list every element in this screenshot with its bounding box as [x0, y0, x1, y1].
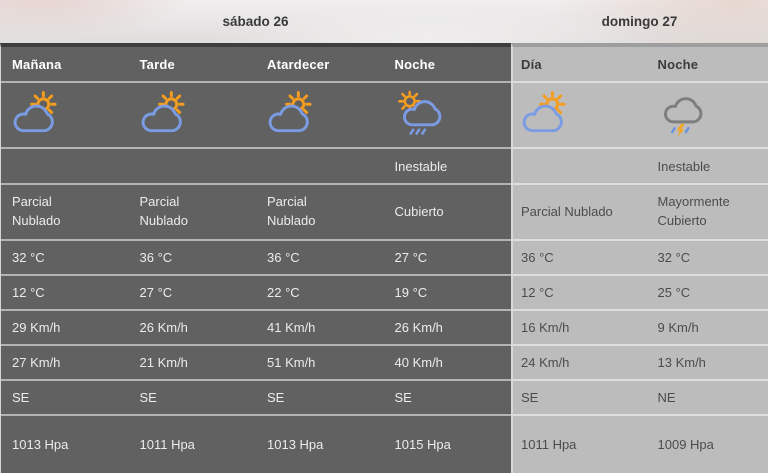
wind-value: 9 Km/h: [657, 320, 699, 335]
sun-behind-cloud-icon: [140, 90, 187, 140]
condition-value: [513, 149, 641, 183]
condition-row: Inestable: [1, 147, 511, 183]
condition-value: [129, 149, 257, 183]
sunday-forecast-table: Día Noche Inestable: [511, 43, 768, 473]
sun-behind-cloud-icon: [12, 90, 59, 140]
condition-value: [256, 149, 384, 183]
wind-direction-value: SE: [267, 390, 285, 405]
forecast-tables: Mañana Tarde Atardecer Noche: [0, 43, 768, 473]
period-header-row: Día Noche: [513, 47, 768, 81]
pressure-value: 1013 Hpa: [12, 437, 69, 452]
wind-value: 13 Km/h: [657, 355, 706, 370]
period-label: Noche: [394, 56, 436, 72]
condition-value: Inestable: [657, 158, 711, 174]
wind-value: 40 Km/h: [394, 355, 443, 370]
period-label: Atardecer: [267, 56, 330, 72]
wind-direction-value: NE: [657, 390, 676, 405]
wind-value: 21 Km/h: [139, 355, 188, 370]
pressure-value: 1013 Hpa: [267, 437, 324, 452]
temp-max-row: 32 °C 36 °C 36 °C 27 °C: [1, 239, 511, 274]
wind-row-1: 16 Km/h 9 Km/h: [513, 309, 768, 344]
sun-behind-cloud-icon: [521, 90, 568, 140]
temp-max-value: 32 °C: [12, 250, 45, 265]
temp-max-row: 36 °C 32 °C: [513, 239, 768, 274]
temp-min-value: 12 °C: [521, 285, 554, 300]
weather-icon-row: [1, 81, 511, 147]
day-tab-sunday[interactable]: domingo 27: [511, 0, 768, 43]
pressure-value: 1011 Hpa: [139, 437, 195, 452]
temp-max-value: 32 °C: [657, 250, 691, 265]
wind-direction-row: SE NE: [513, 379, 768, 414]
wind-row-1: 29 Km/h 26 Km/h 41 Km/h 26 Km/h: [1, 309, 511, 344]
wind-value: 27 Km/h: [12, 355, 61, 370]
day-header-band: sábado 26 domingo 27: [0, 0, 768, 43]
temp-min-row: 12 °C 27 °C 22 °C 19 °C: [1, 274, 511, 309]
sky-description: Mayormente Cubierto: [657, 194, 730, 228]
period-label: Día: [521, 56, 542, 72]
wind-value: 41 Km/h: [267, 320, 316, 335]
wind-direction-value: SE: [12, 390, 30, 405]
condition-row: Inestable: [513, 147, 768, 183]
sky-description: Parcial Nublado: [521, 203, 613, 219]
pressure-value: 1011 Hpa: [521, 437, 577, 452]
wind-value: 29 Km/h: [12, 320, 61, 335]
pressure-row: 1013 Hpa 1011 Hpa 1013 Hpa 1015 Hpa: [1, 414, 511, 473]
weather-icon-row: [513, 81, 768, 147]
sun-cloud-rain-icon: [395, 90, 442, 140]
period-label: Tarde: [139, 56, 175, 72]
temp-min-value: 12 °C: [12, 285, 45, 300]
sky-description: Parcial Nublado: [267, 194, 316, 228]
temp-min-value: 19 °C: [394, 285, 428, 300]
temp-max-value: 27 °C: [394, 250, 428, 265]
temp-min-row: 12 °C 25 °C: [513, 274, 768, 309]
period-label: Noche: [657, 56, 699, 72]
storm-cloud-icon: [658, 90, 705, 140]
wind-direction-value: SE: [139, 390, 157, 405]
day-title: sábado 26: [222, 14, 289, 29]
day-title: domingo 27: [601, 14, 678, 29]
sky-description-row: Parcial Nublado Parcial Nublado Parcial …: [1, 183, 511, 239]
period-label: Mañana: [12, 56, 62, 72]
wind-value: 24 Km/h: [521, 355, 570, 370]
temp-min-value: 27 °C: [139, 285, 173, 300]
pressure-row: 1011 Hpa 1009 Hpa: [513, 414, 768, 473]
wind-value: 16 Km/h: [521, 320, 570, 335]
day-tab-saturday[interactable]: sábado 26: [0, 0, 511, 43]
condition-value: Inestable: [394, 158, 448, 174]
wind-value: 26 Km/h: [394, 320, 443, 335]
saturday-forecast-table: Mañana Tarde Atardecer Noche: [0, 43, 511, 473]
sky-description: Parcial Nublado: [139, 194, 188, 228]
temp-max-value: 36 °C: [139, 250, 173, 265]
temp-max-value: 36 °C: [267, 250, 300, 265]
pressure-value: 1009 Hpa: [657, 437, 714, 452]
temp-min-value: 25 °C: [657, 285, 691, 300]
wind-direction-value: SE: [394, 390, 412, 405]
sky-description: Parcial Nublado: [12, 194, 61, 228]
wind-direction-row: SE SE SE SE: [1, 379, 511, 414]
wind-direction-value: SE: [521, 390, 539, 405]
period-header-row: Mañana Tarde Atardecer Noche: [1, 47, 511, 81]
wind-row-2: 27 Km/h 21 Km/h 51 Km/h 40 Km/h: [1, 344, 511, 379]
wind-row-2: 24 Km/h 13 Km/h: [513, 344, 768, 379]
sky-description-row: Parcial Nublado Mayormente Cubierto: [513, 183, 768, 239]
sky-description: Cubierto: [394, 203, 444, 219]
wind-value: 26 Km/h: [139, 320, 188, 335]
condition-value: [1, 149, 129, 183]
temp-min-value: 22 °C: [267, 285, 300, 300]
pressure-value: 1015 Hpa: [394, 437, 451, 452]
temp-max-value: 36 °C: [521, 250, 554, 265]
sun-behind-cloud-icon: [267, 90, 314, 140]
wind-value: 51 Km/h: [267, 355, 316, 370]
